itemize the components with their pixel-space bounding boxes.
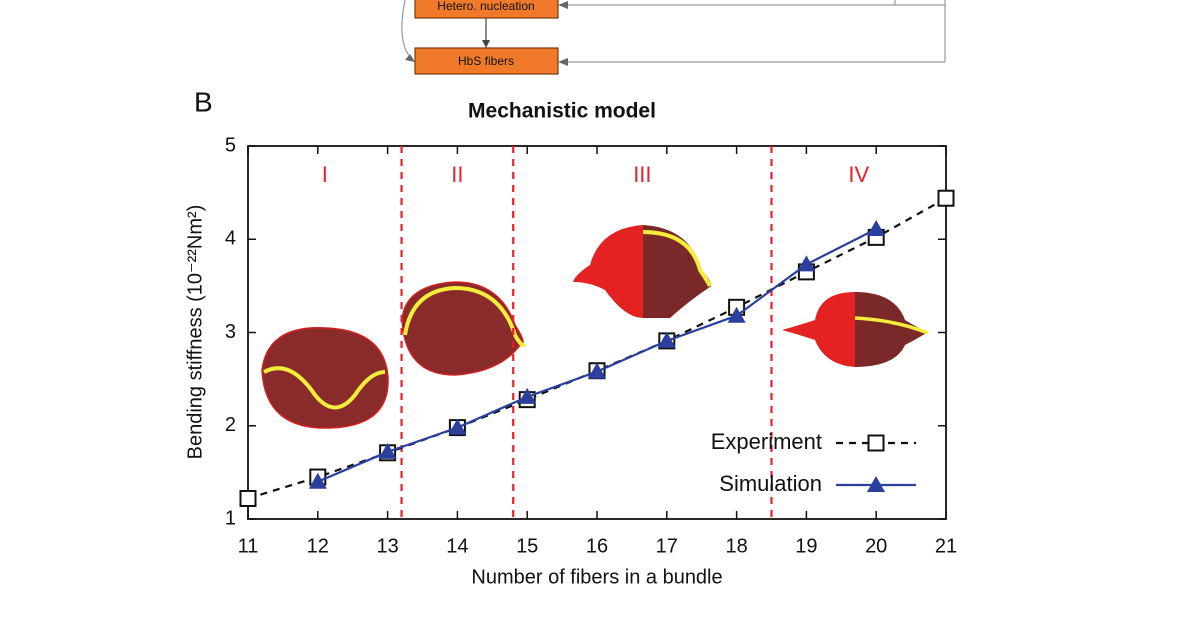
data-point bbox=[797, 255, 816, 272]
data-point bbox=[239, 489, 257, 507]
y-tick-label: 1 bbox=[225, 507, 236, 529]
data-point bbox=[448, 418, 467, 435]
arrow-head bbox=[482, 40, 490, 48]
connector bbox=[401, 0, 414, 61]
region-label: IV bbox=[848, 162, 869, 187]
fiber bbox=[854, 316, 929, 335]
x-axis-label: Number of fibers in a bundle bbox=[471, 566, 722, 588]
cell bbox=[782, 292, 855, 367]
data-point bbox=[378, 442, 397, 459]
x-tick-label: 19 bbox=[795, 535, 817, 557]
fiber bbox=[642, 230, 712, 287]
data-point bbox=[727, 306, 746, 323]
x-tick-label: 11 bbox=[238, 535, 259, 557]
flow-node bbox=[414, 47, 559, 75]
x-tick-label: 21 bbox=[935, 535, 957, 557]
x-tick-label: 15 bbox=[516, 535, 538, 557]
x-tick-label: 12 bbox=[307, 535, 329, 557]
legend-label: Simulation bbox=[719, 471, 822, 496]
region-label: I bbox=[322, 162, 328, 187]
y-tick-label: 3 bbox=[225, 321, 236, 343]
flow-node-label: Hetero. nucleation bbox=[437, 0, 534, 13]
y-tick-label: 5 bbox=[225, 134, 236, 156]
x-tick-label: 16 bbox=[586, 535, 608, 557]
cell bbox=[855, 292, 928, 367]
cell-images bbox=[261, 225, 929, 429]
y-axis-label: Bending stiffness (10⁻²²Nm²) bbox=[184, 205, 206, 460]
data-point bbox=[588, 362, 606, 379]
flowchart bbox=[401, 0, 946, 75]
arrow-head bbox=[405, 54, 415, 62]
x-tick-label: 18 bbox=[725, 535, 747, 557]
legend-marker bbox=[867, 476, 885, 492]
arrow-head bbox=[558, 58, 568, 66]
cell bbox=[643, 225, 712, 318]
cell bbox=[261, 327, 389, 429]
flow-node-label: HbS fibers bbox=[458, 54, 514, 68]
data-point bbox=[518, 387, 537, 404]
x-tick-label: 17 bbox=[656, 535, 678, 557]
x-tick-label: 14 bbox=[446, 535, 468, 557]
x-tick-label: 20 bbox=[865, 535, 887, 557]
region-label: III bbox=[633, 162, 651, 187]
chart-title: Mechanistic model bbox=[468, 100, 656, 123]
data-point bbox=[867, 219, 886, 236]
legend-marker bbox=[867, 434, 885, 452]
y-tick-label: 2 bbox=[225, 414, 236, 436]
data-point bbox=[308, 472, 327, 489]
cell bbox=[401, 281, 524, 376]
panel-label: B bbox=[194, 86, 213, 117]
arrow-head bbox=[558, 1, 568, 9]
data-point bbox=[657, 331, 676, 348]
region-label: II bbox=[451, 162, 463, 187]
cell bbox=[573, 225, 643, 318]
fiber bbox=[263, 366, 386, 410]
fiber bbox=[403, 285, 527, 347]
flow-node bbox=[414, 0, 559, 19]
data-point bbox=[937, 189, 955, 207]
y-tick-label: 4 bbox=[225, 228, 236, 250]
x-tick-label: 13 bbox=[376, 535, 398, 557]
legend-label: Experiment bbox=[711, 429, 822, 454]
